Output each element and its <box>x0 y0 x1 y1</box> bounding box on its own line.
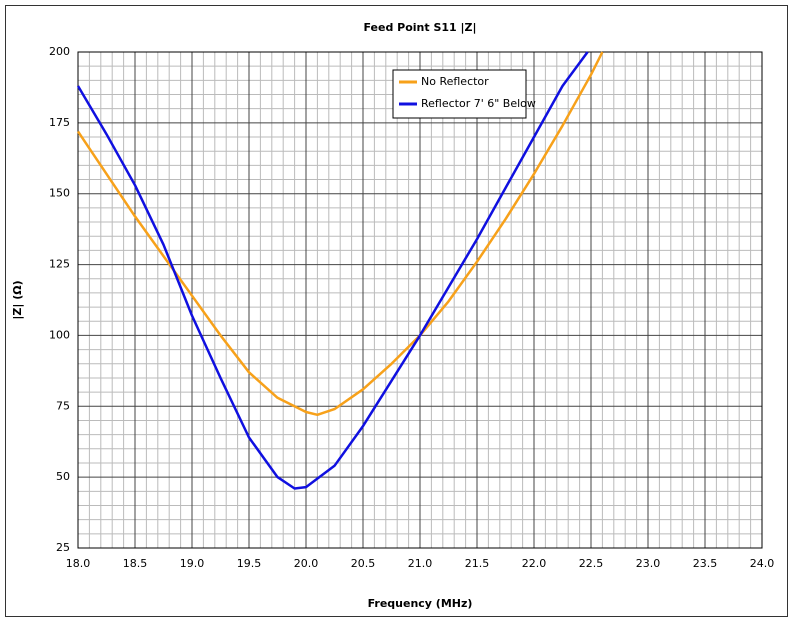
y-axis-label: |Z| (Ω) <box>11 280 24 319</box>
x-tick-label: 22.5 <box>579 557 604 570</box>
x-tick-label: 21.5 <box>465 557 490 570</box>
legend-label: No Reflector <box>421 75 489 88</box>
legend-box <box>392 69 527 119</box>
x-axis-label: Frequency (MHz) <box>368 597 473 610</box>
x-tick-label: 24.0 <box>750 557 775 570</box>
y-tick-label: 150 <box>49 187 70 200</box>
chart-title: Feed Point S11 |Z| <box>363 21 476 34</box>
x-tick-label: 19.5 <box>237 557 262 570</box>
y-tick-label: 25 <box>56 541 70 554</box>
x-tick-label: 22.0 <box>522 557 547 570</box>
x-tick-label: 23.5 <box>693 557 718 570</box>
y-tick-label: 75 <box>56 399 70 412</box>
series-line <box>76 51 589 490</box>
x-tick-label: 21.0 <box>408 557 433 570</box>
x-tick-label: 19.0 <box>180 557 205 570</box>
y-tick-label: 50 <box>56 470 70 483</box>
y-tick-label: 125 <box>49 258 70 271</box>
x-tick-label: 20.0 <box>294 557 319 570</box>
x-tick-label: 18.0 <box>66 557 91 570</box>
y-tick-label: 200 <box>49 45 70 58</box>
plot-border <box>77 51 763 549</box>
y-tick-label: 100 <box>49 328 70 341</box>
legend-label: Reflector 7' 6" Below <box>421 97 536 110</box>
x-tick-label: 18.5 <box>123 557 148 570</box>
x-tick-label: 23.0 <box>636 557 661 570</box>
x-tick-label: 20.5 <box>351 557 376 570</box>
y-tick-label: 175 <box>49 116 70 129</box>
